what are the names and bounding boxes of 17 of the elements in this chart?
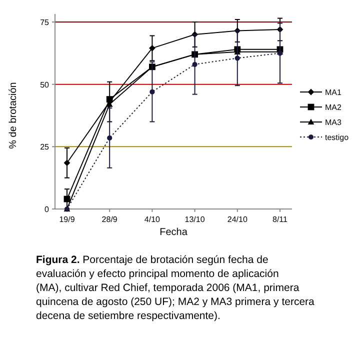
y-tick-label: 50 xyxy=(40,80,50,90)
x-tick-label: 28/9 xyxy=(102,215,118,224)
legend-label: MA2 xyxy=(325,103,342,112)
text: Figura 2. Porcentaje de brotación según fecha de evaluación y efecto principal momento de aplicación (MA), cultivar Red Chief, temporada 2006 (MA1, primera quincena de agosto (250 UF); MA2 y MA3 primera y tercera decena de setiembre respectivamente). xyxy=(36,254,315,322)
x-tick-label: 24/10 xyxy=(227,215,248,224)
legend-label: testigo xyxy=(325,133,350,142)
x-tick-label: 19/9 xyxy=(59,215,76,224)
x-axis-title: Fecha xyxy=(160,227,188,238)
y-tick-label: 75 xyxy=(40,18,50,27)
legend-label: MA3 xyxy=(325,118,342,127)
legend-label: MA1 xyxy=(325,88,342,97)
x-tick-label: 13/10 xyxy=(184,215,206,224)
x-tick-label: 8/11 xyxy=(272,215,288,224)
y-tick-label: 25 xyxy=(40,142,50,152)
y-tick-label: 0 xyxy=(44,205,50,214)
y-axis-title: % de brotación xyxy=(8,82,19,149)
x-tick-label: 4/10 xyxy=(144,215,161,224)
